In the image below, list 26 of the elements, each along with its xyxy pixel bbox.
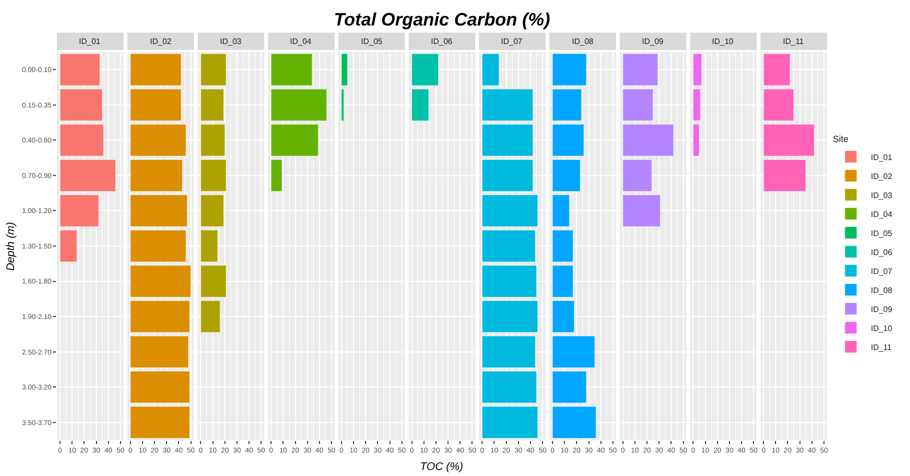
series-label: ID_09: [642, 37, 664, 46]
legend-label: ID_02: [870, 172, 893, 181]
x-axis-title: TOC (%): [420, 461, 464, 473]
series-label: ID_06: [431, 37, 453, 46]
series-label: ID_03: [220, 37, 242, 46]
text: ID_08: [870, 286, 892, 295]
legend-label: ID_01: [870, 152, 893, 162]
text: ID_10: [870, 324, 892, 333]
text: ID_05: [870, 228, 892, 238]
text: ID_07: [870, 266, 892, 276]
series-label: ID_05: [361, 37, 383, 46]
text: ID_04: [870, 210, 892, 219]
text: ID_11: [870, 342, 892, 352]
series-label: ID_11: [783, 37, 804, 46]
y-axis-title: Depth (m): [4, 222, 17, 271]
text: ID_02: [150, 37, 172, 46]
text: ID_06: [870, 248, 892, 257]
chart-title: Total Organic Carbon (%): [334, 9, 550, 30]
legend-title: Site: [832, 134, 848, 144]
text: ID_03: [870, 190, 892, 200]
text: ID_01: [79, 37, 100, 46]
text: ID_09: [870, 304, 892, 314]
series-label: ID_07: [501, 37, 523, 46]
series-label: ID_10: [712, 37, 734, 46]
series-label: ID_04: [290, 37, 312, 46]
series-label: ID_08: [572, 37, 594, 46]
